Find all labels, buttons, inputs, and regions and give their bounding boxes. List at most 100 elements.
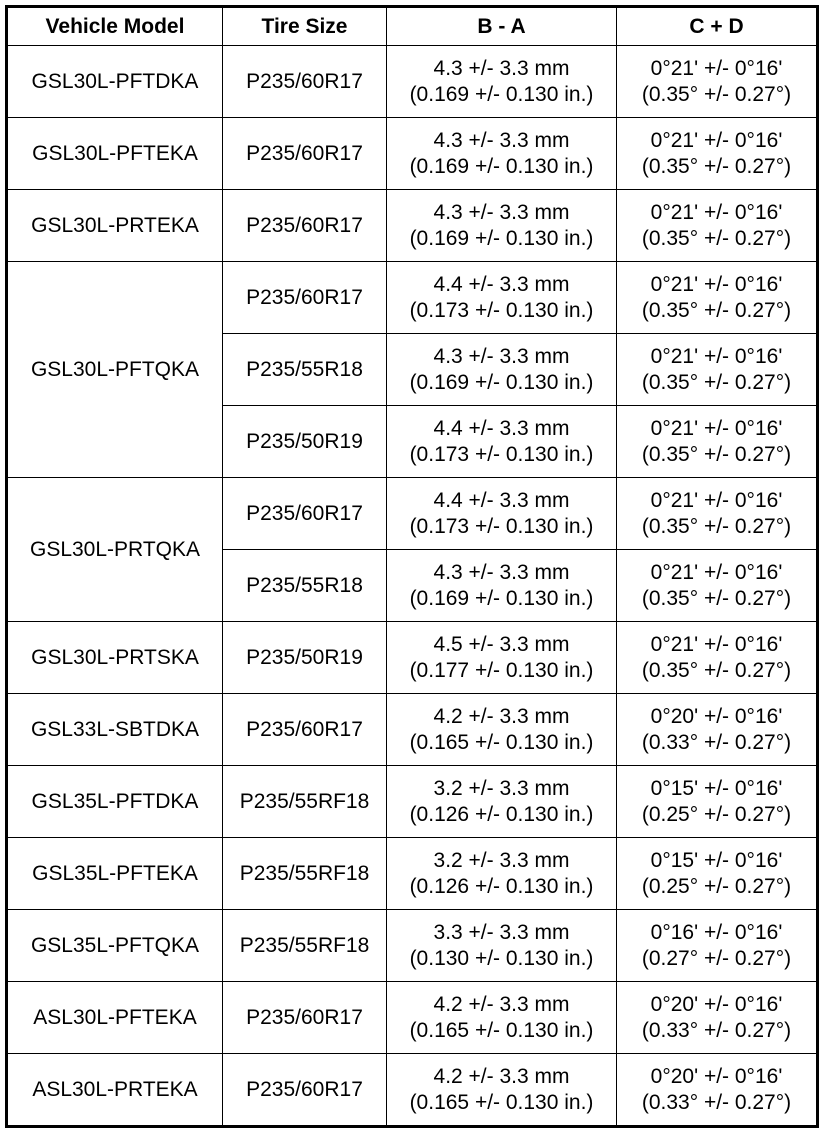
b-minus-a-in: (0.173 +/- 0.130 in.) [409,514,594,538]
b-minus-a-cell: 4.2 +/- 3.3 mm (0.165 +/- 0.130 in.) [386,981,617,1054]
header-vehicle-model: Vehicle Model [6,6,223,46]
tire-size-cell: P235/60R17 [222,45,387,118]
c-plus-d-decimal: (0.35° +/- 0.27°) [641,154,792,178]
vehicle-model-cell: GSL33L-SBTDKA [6,693,223,766]
b-minus-a-mm: 4.4 +/- 3.3 mm [433,272,570,296]
c-plus-d-decimal: (0.35° +/- 0.27°) [641,586,792,610]
vehicle-model-cell: GSL35L-PFTQKA [6,909,223,982]
b-minus-a-cell: 3.2 +/- 3.3 mm (0.126 +/- 0.130 in.) [386,837,617,910]
c-plus-d-decimal: (0.25° +/- 0.27°) [641,802,792,826]
tire-size-cell: P235/60R17 [222,981,387,1054]
b-minus-a-cell: 4.3 +/- 3.3 mm (0.169 +/- 0.130 in.) [386,45,617,118]
b-minus-a-in: (0.169 +/- 0.130 in.) [409,370,594,394]
c-plus-d-decimal: (0.33° +/- 0.27°) [641,730,792,754]
header-b-minus-a: B - A [386,6,617,46]
c-plus-d-cell: 0°21' +/- 0°16' (0.35° +/- 0.27°) [616,333,818,406]
c-plus-d-decimal: (0.25° +/- 0.27°) [641,874,792,898]
c-plus-d-dms: 0°21' +/- 0°16' [650,272,783,296]
tire-size-cell: P235/55R18 [222,549,387,622]
vehicle-model-cell: ASL30L-PFTEKA [6,981,223,1054]
c-plus-d-cell: 0°15' +/- 0°16' (0.25° +/- 0.27°) [616,765,818,838]
b-minus-a-cell: 4.2 +/- 3.3 mm (0.165 +/- 0.130 in.) [386,693,617,766]
tire-size-cell: P235/55R18 [222,333,387,406]
b-minus-a-cell: 3.3 +/- 3.3 mm (0.130 +/- 0.130 in.) [386,909,617,982]
b-minus-a-cell: 4.3 +/- 3.3 mm (0.169 +/- 0.130 in.) [386,333,617,406]
b-minus-a-cell: 4.3 +/- 3.3 mm (0.169 +/- 0.130 in.) [386,117,617,190]
tire-size-cell: P235/60R17 [222,477,387,550]
b-minus-a-cell: 4.3 +/- 3.3 mm (0.169 +/- 0.130 in.) [386,549,617,622]
b-minus-a-mm: 4.2 +/- 3.3 mm [433,992,570,1016]
c-plus-d-decimal: (0.33° +/- 0.27°) [641,1090,792,1114]
c-plus-d-decimal: (0.33° +/- 0.27°) [641,1018,792,1042]
table-row: GSL30L-PRTQKA P235/60R17 4.4 +/- 3.3 mm (0.… [6,477,818,622]
b-minus-a-mm: 4.2 +/- 3.3 mm [433,1064,570,1088]
c-plus-d-dms: 0°15' +/- 0°16' [650,848,783,872]
b-minus-a-in: (0.169 +/- 0.130 in.) [409,226,594,250]
c-plus-d-cell: 0°21' +/- 0°16' (0.35° +/- 0.27°) [616,405,818,478]
tire-size-cell: P235/60R17 [222,1053,387,1127]
table-row: GSL30L-PFTDKA P235/60R17 4.3 +/- 3.3 mm (0.… [6,45,818,118]
b-minus-a-mm: 3.3 +/- 3.3 mm [433,920,570,944]
table-row: GSL35L-PFTEKA P235/55RF18 3.2 +/- 3.3 mm (0… [6,837,818,910]
c-plus-d-cell: 0°16' +/- 0°16' (0.27° +/- 0.27°) [616,909,818,982]
b-minus-a-cell: 4.2 +/- 3.3 mm (0.165 +/- 0.130 in.) [386,1053,617,1127]
table-row: GSL33L-SBTDKA P235/60R17 4.2 +/- 3.3 mm (0.… [6,693,818,766]
c-plus-d-cell: 0°21' +/- 0°16' (0.35° +/- 0.27°) [616,621,818,694]
b-minus-a-in: (0.126 +/- 0.130 in.) [409,874,594,898]
table-row: P235/55R18 4.3 +/- 3.3 mm (0.169 +/- 0.130… [7,549,818,622]
vehicle-model-cell: GSL30L-PFTQKA [6,261,223,478]
tire-size-cell: P235/50R19 [222,405,387,478]
c-plus-d-cell: 0°15' +/- 0°16' (0.25° +/- 0.27°) [616,837,818,910]
vehicle-model-cell: GSL30L-PRTQKA [6,477,223,622]
c-plus-d-dms: 0°16' +/- 0°16' [650,920,783,944]
b-minus-a-cell: 4.4 +/- 3.3 mm (0.173 +/- 0.130 in.) [386,261,617,334]
table-row: GSL30L-PFTQKA P235/60R17 4.4 +/- 3.3 mm (0.… [6,261,818,478]
tire-size-cell: P235/60R17 [222,117,387,190]
tire-size-cell: P235/60R17 [222,693,387,766]
c-plus-d-decimal: (0.35° +/- 0.27°) [641,82,792,106]
b-minus-a-in: (0.169 +/- 0.130 in.) [409,586,594,610]
c-plus-d-decimal: (0.35° +/- 0.27°) [641,226,792,250]
b-minus-a-mm: 4.3 +/- 3.3 mm [433,56,570,80]
c-plus-d-cell: 0°21' +/- 0°16' (0.35° +/- 0.27°) [616,549,818,622]
c-plus-d-dms: 0°20' +/- 0°16' [650,1064,783,1088]
table-row: GSL35L-PFTQKA P235/55RF18 3.3 +/- 3.3 mm (0… [6,909,818,982]
c-plus-d-cell: 0°20' +/- 0°16' (0.33° +/- 0.27°) [616,1053,818,1127]
vehicle-model-cell: GSL30L-PFTEKA [6,117,223,190]
b-minus-a-cell: 4.3 +/- 3.3 mm (0.169 +/- 0.130 in.) [386,189,617,262]
c-plus-d-cell: 0°21' +/- 0°16' (0.35° +/- 0.27°) [616,189,818,262]
b-minus-a-mm: 4.3 +/- 3.3 mm [433,344,570,368]
tire-size-cell: P235/55RF18 [222,909,387,982]
vehicle-model-cell: GSL30L-PFTDKA [6,45,223,118]
b-minus-a-mm: 3.2 +/- 3.3 mm [433,848,570,872]
table-row: P235/55R18 4.3 +/- 3.3 mm (0.169 +/- 0.130… [7,333,818,406]
vehicle-model-cell: GSL30L-PRTEKA [6,189,223,262]
b-minus-a-in: (0.169 +/- 0.130 in.) [409,82,594,106]
vehicle-model-cell: GSL35L-PFTEKA [6,837,223,910]
b-minus-a-mm: 3.2 +/- 3.3 mm [433,776,570,800]
c-plus-d-cell: 0°21' +/- 0°16' (0.35° +/- 0.27°) [616,117,818,190]
c-plus-d-dms: 0°21' +/- 0°16' [650,632,783,656]
b-minus-a-in: (0.173 +/- 0.130 in.) [409,298,594,322]
c-plus-d-decimal: (0.35° +/- 0.27°) [641,298,792,322]
c-plus-d-decimal: (0.35° +/- 0.27°) [641,658,792,682]
c-plus-d-cell: 0°20' +/- 0°16' (0.33° +/- 0.27°) [616,693,818,766]
tire-size-cell: P235/55RF18 [222,765,387,838]
b-minus-a-in: (0.165 +/- 0.130 in.) [409,1090,594,1114]
c-plus-d-decimal: (0.27° +/- 0.27°) [641,946,792,970]
c-plus-d-dms: 0°21' +/- 0°16' [650,200,783,224]
tire-size-cell: P235/50R19 [222,621,387,694]
tire-size-cell: P235/60R17 [222,189,387,262]
b-minus-a-cell: 4.4 +/- 3.3 mm (0.173 +/- 0.130 in.) [386,477,617,550]
b-minus-a-mm: 4.3 +/- 3.3 mm [433,560,570,584]
b-minus-a-in: (0.126 +/- 0.130 in.) [409,802,594,826]
b-minus-a-mm: 4.2 +/- 3.3 mm [433,704,570,728]
header-row: Vehicle Model Tire Size B - A C + D [6,6,818,46]
header-c-plus-d: C + D [616,6,818,46]
b-minus-a-mm: 4.4 +/- 3.3 mm [433,488,570,512]
b-minus-a-mm: 4.3 +/- 3.3 mm [433,200,570,224]
b-minus-a-in: (0.130 +/- 0.130 in.) [409,946,594,970]
b-minus-a-cell: 4.4 +/- 3.3 mm (0.173 +/- 0.130 in.) [386,405,617,478]
table-row: GSL30L-PRTEKA P235/60R17 4.3 +/- 3.3 mm (0.… [6,189,818,262]
c-plus-d-dms: 0°20' +/- 0°16' [650,704,783,728]
